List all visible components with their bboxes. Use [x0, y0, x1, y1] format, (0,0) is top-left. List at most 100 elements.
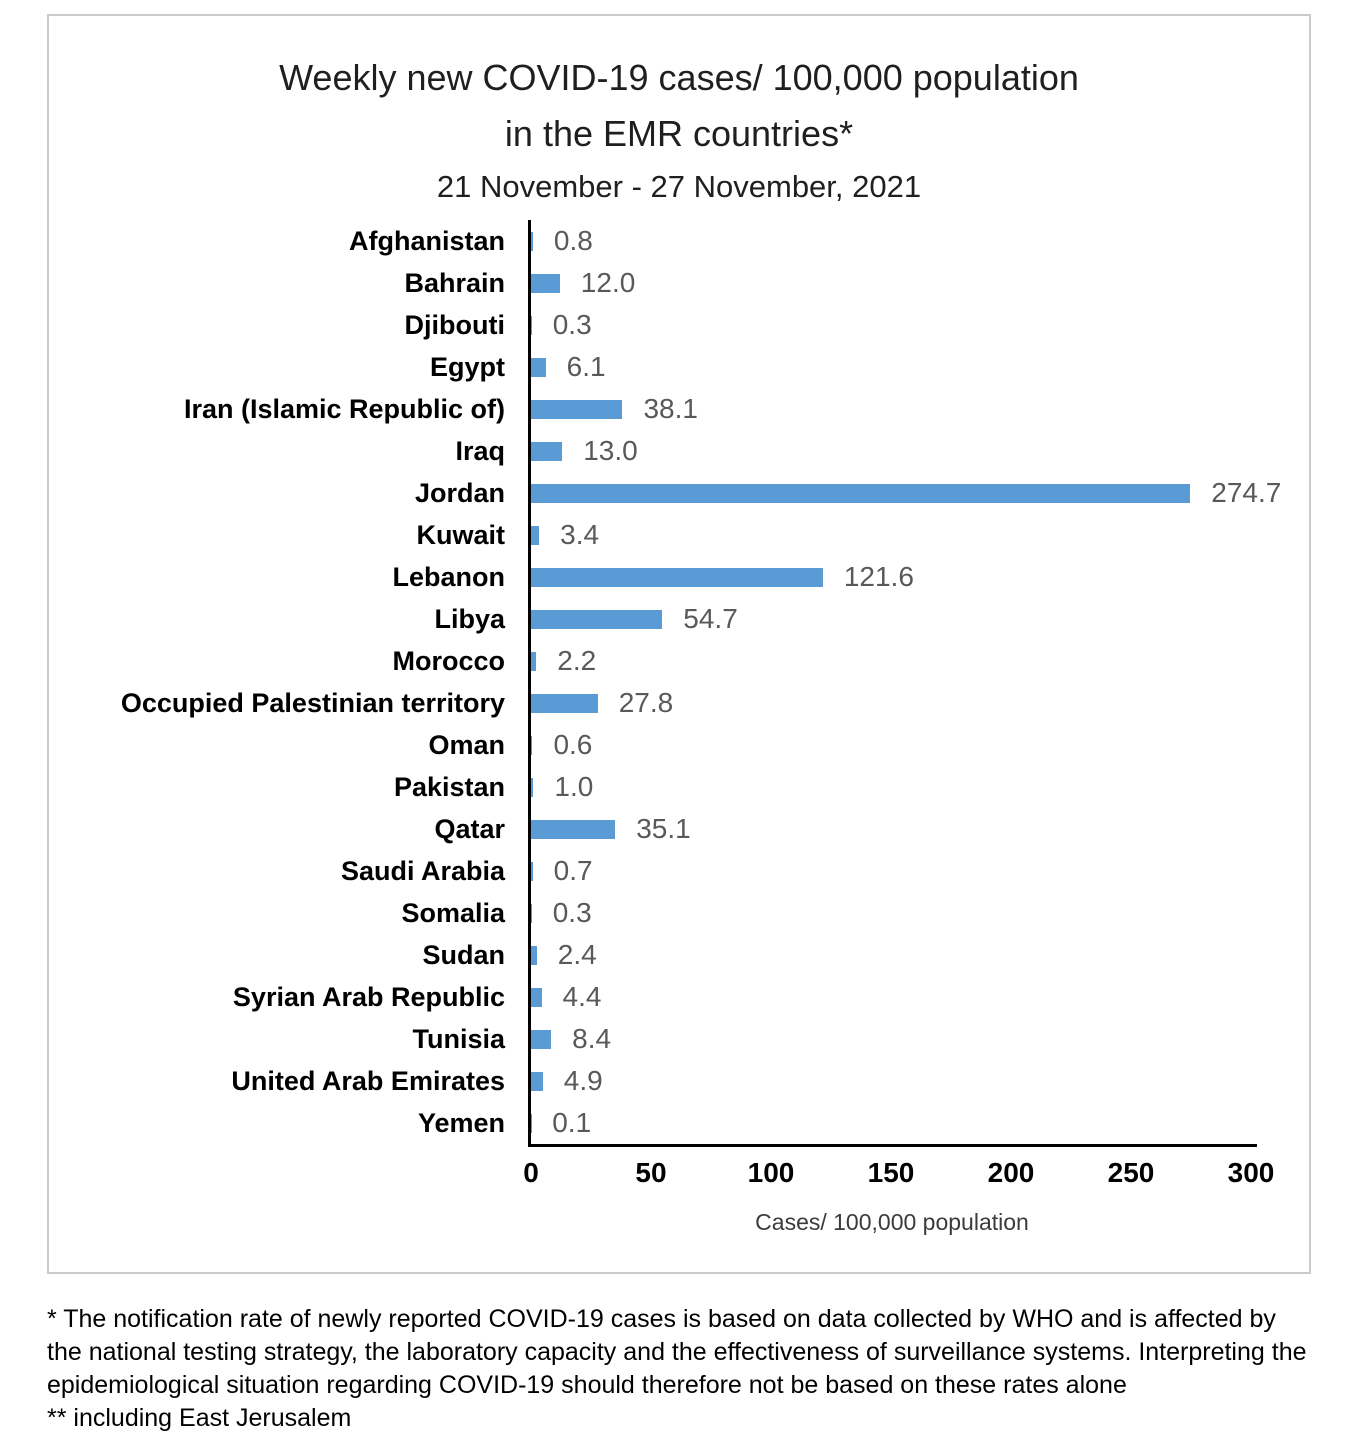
category-label: Kuwait	[416, 519, 505, 550]
bar-row: 1.0	[531, 766, 1257, 808]
bar	[531, 441, 563, 461]
value-label: 0.3	[552, 897, 592, 928]
category-label: Saudi Arabia	[340, 855, 505, 886]
value-label: 38.1	[643, 393, 698, 424]
value-label: 3.4	[560, 519, 600, 550]
bar-row: 121.6	[531, 556, 1257, 598]
bar-row: 2.2	[531, 640, 1257, 682]
category-label: Oman	[428, 729, 505, 760]
bar	[531, 987, 542, 1007]
bar	[531, 315, 532, 335]
bar-row: 0.1	[531, 1102, 1257, 1144]
x-tick-label: 100	[747, 1157, 795, 1188]
x-axis-ticks: 0 50 100 150 200 250 300	[523, 1157, 1274, 1193]
bar-row: 0.8	[531, 220, 1257, 262]
bar	[531, 861, 533, 881]
category-label: Jordan	[414, 477, 505, 508]
chart-panel: Weekly new COVID-19 cases/ 100,000 popul…	[47, 14, 1311, 1274]
x-tick-label: 250	[1107, 1157, 1155, 1188]
category-label: Syrian Arab Republic	[232, 981, 505, 1012]
category-label: Iraq	[455, 435, 505, 466]
value-label: 0.8	[553, 225, 593, 256]
category-label: Sudan	[422, 939, 505, 970]
category-label: Afghanistan	[348, 225, 505, 256]
bar-row: 0.3	[531, 304, 1257, 346]
category-label: Bahrain	[404, 267, 505, 298]
category-label: Libya	[434, 603, 505, 634]
chart-title-line-1: Weekly new COVID-19 cases/ 100,000 popul…	[279, 57, 1079, 98]
chart-subtitle: 21 November - 27 November, 2021	[436, 169, 922, 204]
value-label: 0.3	[552, 309, 592, 340]
bar	[531, 1029, 552, 1049]
bar-row: 0.6	[531, 724, 1257, 766]
bar	[531, 945, 537, 965]
bar	[531, 735, 533, 755]
category-label: Yemen	[417, 1107, 505, 1138]
bar-row: 38.1	[531, 388, 1257, 430]
value-label: 121.6	[843, 561, 914, 592]
bars-column: 0.8 12.0 0.3 6.1 38.1 13.0 274.7 3.4 121.6 54.7 2.…	[528, 220, 1281, 1147]
bar-row: 35.1	[531, 808, 1257, 850]
footnote-block: * The notification rate of newly reporte…	[47, 1303, 1315, 1435]
value-label: 0.1	[552, 1107, 592, 1138]
value-label: 6.1	[566, 351, 606, 382]
x-tick-label: 0	[523, 1157, 539, 1188]
x-tick-label: 150	[867, 1157, 915, 1188]
category-label: Djibouti	[404, 309, 505, 340]
category-label: Somalia	[401, 897, 505, 928]
category-label: Iran (Islamic Republic of)	[183, 393, 505, 424]
x-tick-label: 200	[987, 1157, 1035, 1188]
bar-row: 6.1	[531, 346, 1257, 388]
x-tick-label: 50	[635, 1157, 667, 1188]
bar	[531, 567, 823, 587]
value-label: 54.7	[683, 603, 738, 634]
value-label: 35.1	[636, 813, 691, 844]
category-label: Lebanon	[392, 561, 506, 592]
category-label: Morocco	[392, 645, 505, 676]
bar	[531, 357, 546, 377]
value-label: 8.4	[572, 1023, 612, 1054]
bar-row: 0.7	[531, 850, 1257, 892]
category-label: Qatar	[434, 813, 505, 844]
x-axis-title: Cases/ 100,000 population	[755, 1209, 1029, 1235]
value-label: 12.0	[580, 267, 636, 298]
value-label: 4.4	[562, 981, 602, 1012]
bar-row: 8.4	[531, 1018, 1257, 1060]
bar-row: 12.0	[531, 262, 1257, 304]
category-label: United Arab Emirates	[231, 1065, 505, 1096]
category-label: Tunisia	[412, 1023, 505, 1054]
value-label: 274.7	[1211, 477, 1282, 508]
bar-row: 4.4	[531, 976, 1257, 1018]
bar	[531, 231, 533, 251]
bar	[531, 399, 623, 419]
bar-row: 0.3	[531, 892, 1257, 934]
bar	[531, 651, 537, 671]
category-labels-column: Afghanistan Bahrain Djibouti Egypt Iran (Isl…	[49, 220, 528, 1147]
value-label: 2.4	[557, 939, 597, 970]
plot-area: Afghanistan Bahrain Djibouti Egypt Iran (Isl…	[49, 220, 1309, 1147]
value-label: 1.0	[554, 771, 594, 802]
bar	[531, 609, 663, 629]
footnote-asterisk: * The notification rate of newly reporte…	[47, 1305, 1307, 1399]
bar	[531, 1071, 543, 1091]
category-label: Egypt	[429, 351, 505, 382]
bar	[531, 903, 532, 923]
bar-row: 54.7	[531, 598, 1257, 640]
bar	[531, 693, 598, 713]
bar-row: 3.4	[531, 514, 1257, 556]
footnote-double-asterisk: ** including East Jerusalem	[47, 1404, 352, 1432]
value-label: 27.8	[618, 687, 674, 718]
category-label: Pakistan	[393, 771, 505, 802]
bar	[531, 819, 616, 839]
bar	[531, 525, 540, 545]
bar-row: 27.8	[531, 682, 1257, 724]
bar-row: 274.7	[531, 472, 1281, 514]
chart-title-line-2: in the EMR countries*	[504, 113, 854, 154]
bar-row: 2.4	[531, 934, 1257, 976]
bar-row: 4.9	[531, 1060, 1257, 1102]
bar	[531, 777, 534, 797]
value-label: 4.9	[563, 1065, 603, 1096]
value-label: 2.2	[557, 645, 597, 676]
category-label: Occupied Palestinian territory	[120, 687, 505, 718]
bar	[531, 483, 1191, 503]
